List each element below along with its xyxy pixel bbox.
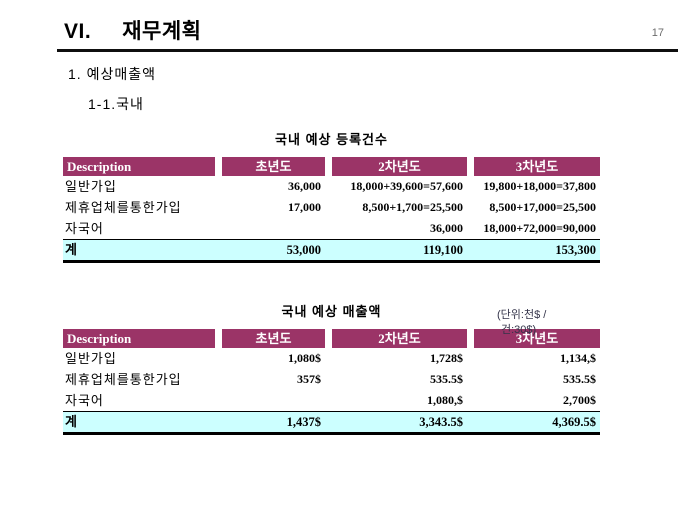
cell-year2: 8,500+1,700=25,500 xyxy=(362,200,463,214)
column-spacer xyxy=(325,176,332,197)
revenue-header-row: Description 초년도 2차년도 3차년도 xyxy=(63,329,600,348)
column-spacer xyxy=(215,329,222,348)
header-year1: 초년도 xyxy=(222,157,325,176)
column-spacer xyxy=(467,369,474,390)
cell-year3: 18,000+72,000=90,000 xyxy=(483,221,596,235)
registrations-table: 국내 예상 등록건수 Description 초년도 2차년도 3차년도 일반가… xyxy=(63,132,600,263)
row-label: 자국어 xyxy=(65,393,104,408)
cell-year2: 36,000 xyxy=(430,221,463,235)
cell-year1: 1,080$ xyxy=(288,351,321,365)
unit-note-line1: (단위:천$ / xyxy=(497,309,547,321)
column-spacer xyxy=(215,218,222,239)
column-spacer xyxy=(467,240,474,260)
column-spacer xyxy=(467,329,474,348)
unit-note: (단위:천$ / 건:30$) xyxy=(497,308,546,338)
cell-year3: 1,134,$ xyxy=(560,351,596,365)
revenue-table: 국내 예상 매출액 Description 초년도 2차년도 3차년도 일반가입… xyxy=(63,304,600,435)
column-spacer xyxy=(467,390,474,411)
column-spacer xyxy=(325,157,332,176)
column-spacer xyxy=(325,329,332,348)
cell-year2: 18,000+39,600=57,600 xyxy=(350,179,463,193)
column-spacer xyxy=(467,157,474,176)
column-spacer xyxy=(467,197,474,218)
cell-year1: 36,000 xyxy=(288,179,321,193)
unit-note-line2: 건:30$) xyxy=(501,324,537,336)
registrations-header-row: Description 초년도 2차년도 3차년도 xyxy=(63,157,600,176)
column-spacer xyxy=(325,240,332,260)
column-spacer xyxy=(215,348,222,369)
column-spacer xyxy=(215,197,222,218)
header-year1: 초년도 xyxy=(222,329,325,348)
table-total-row: 계 1,437$ 3,343.5$ 4,369.5$ xyxy=(63,411,600,435)
column-spacer xyxy=(325,412,332,432)
cell-year2: 535.5$ xyxy=(430,372,463,386)
column-spacer xyxy=(467,176,474,197)
table-total-row: 계 53,000 119,100 153,300 xyxy=(63,239,600,263)
table-row-partner-signup: 제휴업체를통한가입 357$ 535.5$ 535.5$ xyxy=(63,369,600,390)
title-divider xyxy=(57,49,678,52)
row-label: 제휴업체를통한가입 xyxy=(65,200,182,215)
column-spacer xyxy=(215,240,222,260)
column-spacer xyxy=(467,412,474,432)
header-year3: 3차년도 xyxy=(474,329,600,348)
row-label: 제휴업체를통한가입 xyxy=(65,372,182,387)
cell-year1: 357$ xyxy=(297,372,321,386)
table-row-general-signup: 일반가입 1,080$ 1,728$ 1,134,$ xyxy=(63,348,600,369)
table-row-native-language: 자국어 1,080,$ 2,700$ xyxy=(63,390,600,411)
total-year1: 1,437$ xyxy=(286,415,321,429)
cell-year1: 17,000 xyxy=(288,200,321,214)
column-spacer xyxy=(325,197,332,218)
cell-year3: 2,700$ xyxy=(563,393,596,407)
cell-year3: 8,500+17,000=25,500 xyxy=(489,200,596,214)
column-spacer xyxy=(467,218,474,239)
column-spacer xyxy=(215,369,222,390)
table-row-native-language: 자국어 36,000 18,000+72,000=90,000 xyxy=(63,218,600,239)
cell-year2: 1,728$ xyxy=(430,351,463,365)
total-year3: 153,300 xyxy=(555,243,596,257)
header-year2: 2차년도 xyxy=(332,157,467,176)
column-spacer xyxy=(325,390,332,411)
subtitle-domestic: 1-1.국내 xyxy=(88,96,144,112)
total-year3: 4,369.5$ xyxy=(552,415,596,429)
column-spacer xyxy=(215,176,222,197)
row-label: 일반가입 xyxy=(65,351,117,366)
revenue-table-title: 국내 예상 매출액 xyxy=(281,304,382,319)
table-row-partner-signup: 제휴업체를통한가입 17,000 8,500+1,700=25,500 8,50… xyxy=(63,197,600,218)
total-year2: 119,100 xyxy=(423,243,463,257)
column-spacer xyxy=(325,348,332,369)
table-row-general-signup: 일반가입 36,000 18,000+39,600=57,600 19,800+… xyxy=(63,176,600,197)
subtitle-expected-sales: 1. 예상매출액 xyxy=(68,66,156,82)
slide-title: VI. 재무계획 xyxy=(64,15,201,45)
cell-year1 xyxy=(222,390,325,411)
header-year3: 3차년도 xyxy=(474,157,600,176)
total-label: 계 xyxy=(65,414,77,429)
column-spacer xyxy=(325,369,332,390)
slide-title-text: 재무계획 xyxy=(122,20,202,43)
cell-year1 xyxy=(222,218,325,239)
column-spacer xyxy=(467,348,474,369)
cell-year2: 1,080,$ xyxy=(427,393,463,407)
column-spacer xyxy=(215,412,222,432)
total-year2: 3,343.5$ xyxy=(419,415,463,429)
column-spacer xyxy=(215,157,222,176)
cell-year3: 19,800+18,000=37,800 xyxy=(483,179,596,193)
header-year2: 2차년도 xyxy=(332,329,467,348)
column-spacer xyxy=(325,218,332,239)
cell-year3: 535.5$ xyxy=(563,372,596,386)
registrations-table-title: 국내 예상 등록건수 xyxy=(275,132,388,147)
row-label: 자국어 xyxy=(65,221,104,236)
column-spacer xyxy=(215,390,222,411)
page-number: 17 xyxy=(651,27,664,39)
total-label: 계 xyxy=(65,242,77,257)
header-description: Description xyxy=(63,329,215,348)
section-number: VI. xyxy=(64,20,92,43)
total-year1: 53,000 xyxy=(286,243,321,257)
row-label: 일반가입 xyxy=(65,179,117,194)
header-description: Description xyxy=(63,157,215,176)
